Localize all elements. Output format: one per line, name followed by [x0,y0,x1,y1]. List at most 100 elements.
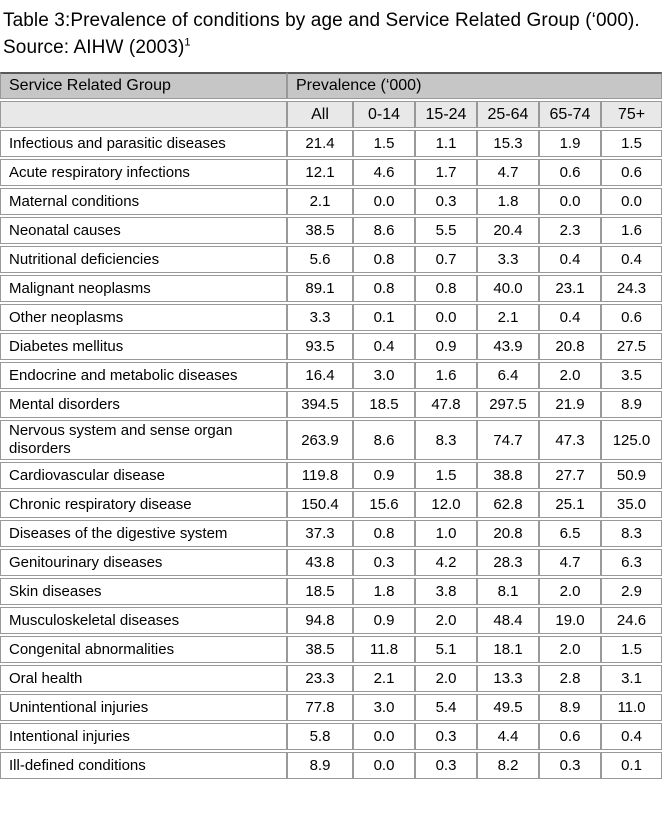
age-header-cell-65-74: 65-74 [539,101,601,128]
prevalence-value: 89.1 [287,275,353,302]
condition-label: Maternal conditions [0,188,287,215]
prevalence-value: 15.6 [353,491,415,518]
prevalence-value: 2.3 [539,217,601,244]
table-row: Ill-defined conditions 8.9 0.0 0.3 8.2 0.3 0.1 [0,752,662,779]
prevalence-value: 24.6 [601,607,662,634]
condition-label: Nervous system and sense organ disorders [0,420,287,460]
prevalence-value: 21.4 [287,130,353,157]
condition-label: Mental disorders [0,391,287,418]
prevalence-value: 0.1 [601,752,662,779]
prevalence-value: 77.8 [287,694,353,721]
prevalence-value: 0.0 [601,188,662,215]
prevalence-value: 2.0 [415,665,477,692]
condition-label: Chronic respiratory disease [0,491,287,518]
prevalence-value: 11.8 [353,636,415,663]
prevalence-value: 23.3 [287,665,353,692]
prevalence-value: 0.4 [601,246,662,273]
table-row: Nutritional deficiencies 5.6 0.8 0.7 3.3 0.4 0… [0,246,662,273]
group-header-cell: Service Related Group [0,72,287,99]
prevalence-value: 5.8 [287,723,353,750]
table-body: Infectious and parasitic diseases 21.4 1.5… [0,130,662,779]
prevalence-value: 0.6 [539,723,601,750]
condition-label: Malignant neoplasms [0,275,287,302]
prevalence-value: 0.4 [539,246,601,273]
prevalence-value: 6.3 [601,549,662,576]
prevalence-value: 20.8 [539,333,601,360]
prevalence-value: 3.0 [353,362,415,389]
prevalence-value: 5.5 [415,217,477,244]
table-caption: Table 3:Prevalence of conditions by age … [0,0,662,61]
prevalence-value: 1.5 [601,636,662,663]
prevalence-value: 1.5 [353,130,415,157]
prevalence-value: 0.6 [601,159,662,186]
prevalence-value: 23.1 [539,275,601,302]
prevalence-value: 13.3 [477,665,539,692]
prevalence-value: 8.3 [601,520,662,547]
prevalence-value: 38.8 [477,462,539,489]
prevalence-value: 28.3 [477,549,539,576]
prevalence-value: 18.5 [287,578,353,605]
table-row: Congenital abnormalities 38.5 11.8 5.1 18.1 2… [0,636,662,663]
prevalence-value: 2.0 [539,578,601,605]
prevalence-value: 3.5 [601,362,662,389]
prevalence-value: 1.7 [415,159,477,186]
age-header-cell-all: All [287,101,353,128]
prevalence-value: 11.0 [601,694,662,721]
prevalence-value: 37.3 [287,520,353,547]
prevalence-value: 12.0 [415,491,477,518]
condition-label: Cardiovascular disease [0,462,287,489]
condition-label: Acute respiratory infections [0,159,287,186]
prevalence-value: 35.0 [601,491,662,518]
prevalence-value: 125.0 [601,420,662,460]
prevalence-value: 0.1 [353,304,415,331]
prevalence-value: 4.4 [477,723,539,750]
prevalence-value: 0.9 [353,607,415,634]
table-row: Acute respiratory infections 12.1 4.6 1.7 4.… [0,159,662,186]
prevalence-value: 2.0 [415,607,477,634]
condition-label: Nutritional deficiencies [0,246,287,273]
table-row: Mental disorders 394.5 18.5 47.8 297.5 21.9 8.… [0,391,662,418]
prevalence-value: 47.3 [539,420,601,460]
prevalence-value: 3.8 [415,578,477,605]
condition-label: Infectious and parasitic diseases [0,130,287,157]
prevalence-value: 297.5 [477,391,539,418]
condition-label: Endocrine and metabolic diseases [0,362,287,389]
prevalence-value: 0.0 [353,752,415,779]
prevalence-value: 94.8 [287,607,353,634]
prevalence-value: 2.0 [539,362,601,389]
table-row: Cardiovascular disease 119.8 0.9 1.5 38.8 27.… [0,462,662,489]
prevalence-value: 2.1 [353,665,415,692]
condition-label: Skin diseases [0,578,287,605]
prevalence-value: 1.1 [415,130,477,157]
prevalence-value: 0.0 [353,723,415,750]
table-row: Infectious and parasitic diseases 21.4 1.5… [0,130,662,157]
prevalence-value: 0.4 [601,723,662,750]
table-row: Diabetes mellitus 93.5 0.4 0.9 43.9 20.8 27.5 [0,333,662,360]
prevalence-value: 5.6 [287,246,353,273]
prevalence-value: 0.0 [353,188,415,215]
prevalence-header-cell: Prevalence (‘000) [287,72,662,99]
table-row: Skin diseases 18.5 1.8 3.8 8.1 2.0 2.9 [0,578,662,605]
prevalence-value: 8.2 [477,752,539,779]
prevalence-value: 8.6 [353,420,415,460]
caption-source-line: Source: AIHW (2003)1 [3,34,656,61]
prevalence-value: 263.9 [287,420,353,460]
prevalence-value: 18.5 [353,391,415,418]
age-header-cell-25-64: 25-64 [477,101,539,128]
condition-label: Ill-defined conditions [0,752,287,779]
age-header-cell-75plus: 75+ [601,101,662,128]
footnote-marker: 1 [184,36,191,49]
prevalence-value: 8.9 [287,752,353,779]
prevalence-value: 3.3 [287,304,353,331]
table-row: Maternal conditions 2.1 0.0 0.3 1.8 0.0 0.0 [0,188,662,215]
prevalence-value: 8.3 [415,420,477,460]
prevalence-value: 48.4 [477,607,539,634]
condition-label: Other neoplasms [0,304,287,331]
condition-label: Oral health [0,665,287,692]
prevalence-value: 27.7 [539,462,601,489]
table-row: Chronic respiratory disease 150.4 15.6 12.0… [0,491,662,518]
table-row: Musculoskeletal diseases 94.8 0.9 2.0 48.4 19… [0,607,662,634]
prevalence-value: 5.1 [415,636,477,663]
prevalence-value: 62.8 [477,491,539,518]
